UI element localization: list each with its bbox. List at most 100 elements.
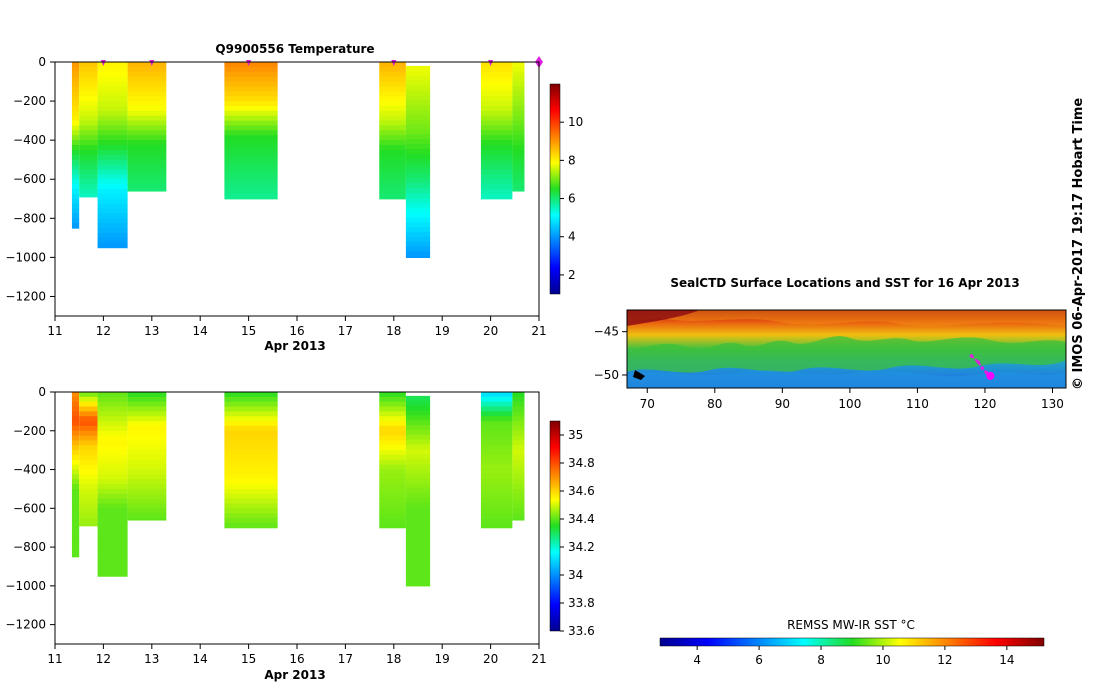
p2-profile-cell	[405, 555, 431, 562]
p2-profile-cell	[79, 416, 98, 422]
p1-profile-cell	[127, 91, 167, 97]
sst-field	[627, 310, 1066, 388]
p1-profile-cell	[71, 105, 80, 112]
p1-profile-cell	[97, 232, 128, 239]
p1-profile-2	[97, 62, 128, 249]
p1-profile-cell	[71, 125, 80, 131]
map-y-tick-label: −45	[594, 325, 619, 339]
p2-profile-cell	[79, 498, 98, 505]
p1-profile-cell	[79, 145, 98, 151]
p2-profile-cell	[379, 401, 406, 408]
p1-profile-cell	[405, 158, 431, 165]
p1-profile-cell	[379, 184, 406, 190]
p1-profile-cell	[480, 76, 513, 83]
p2-profile-cell	[512, 518, 525, 521]
p1-profile-cell	[71, 164, 80, 171]
p2-profile-cell	[127, 479, 167, 485]
p2-profile-cell	[79, 396, 98, 403]
p2-profile-cell	[71, 435, 80, 442]
p2-profile-cell	[224, 425, 278, 432]
p2-profile-cell	[480, 498, 513, 505]
p2-profile-cell	[512, 435, 525, 442]
map-x-tick-label: 90	[775, 397, 790, 411]
p1-profile-cell	[97, 218, 128, 224]
p2-profile-cell	[405, 473, 431, 479]
p2-profile-cell	[405, 395, 431, 402]
p1-profile-cell	[405, 173, 431, 179]
p2-profile-cell	[379, 464, 406, 471]
p1-profile-cell	[79, 140, 98, 146]
p2-profile-cell	[79, 503, 98, 509]
p2-profile-cell	[79, 401, 98, 408]
p2-profile-cell	[97, 464, 128, 471]
colorbar-tick-label: 4	[568, 230, 576, 244]
p2-profile-cell	[379, 392, 406, 398]
p2-profile-cell	[480, 430, 513, 437]
p1-profile-cell	[97, 198, 128, 205]
p2-profile-cell	[97, 527, 128, 534]
p1-profile-cell	[97, 91, 128, 97]
p1-profile-cell	[79, 179, 98, 185]
p2-profile-cell	[97, 450, 128, 456]
p1-profile-cell	[512, 81, 525, 88]
sst-colorbar-tick-label: 8	[817, 653, 825, 667]
p2-profile-cell	[127, 406, 167, 412]
p2-profile-cell	[379, 459, 406, 466]
p1-profile-cell	[405, 109, 431, 116]
p1-profile-cell	[512, 149, 525, 156]
p2-profile-cell	[512, 440, 525, 446]
p1-profile-cell	[71, 120, 80, 127]
p1-profile-cell	[480, 91, 513, 97]
p2-profile-cell	[379, 518, 406, 524]
p1-profile-cell	[224, 135, 278, 141]
p1-profile-4	[224, 62, 278, 200]
x-tick-label: 17	[338, 652, 353, 666]
p2-profile-cell	[480, 411, 513, 417]
y-tick-label: −1200	[5, 289, 46, 303]
p2-profile-cell	[127, 455, 167, 461]
p1-profile-3	[127, 62, 167, 192]
p1-profile-cell	[71, 135, 80, 141]
p2-profile-cell	[512, 445, 525, 451]
p1-profile-cell	[71, 145, 80, 151]
p1-profile-cell	[405, 207, 431, 214]
p1-profile-cell	[224, 66, 278, 73]
p2-profile-cell	[71, 440, 80, 446]
track-point	[976, 360, 980, 364]
p2-profile-cell	[480, 455, 513, 461]
p2-profile-cell	[512, 425, 525, 432]
p1-profile-cell	[480, 96, 513, 102]
p1-profile-cell	[480, 115, 513, 122]
p1-profile-cell	[71, 174, 80, 180]
p2-profile-cell	[79, 392, 98, 398]
p1-profile-cell	[480, 193, 513, 200]
p1-profile-cell	[79, 174, 98, 180]
p2-profile-cell	[379, 435, 406, 442]
p2-profile-3	[127, 392, 167, 521]
p2-profile-cell	[480, 396, 513, 403]
p1-profile-cell	[405, 100, 431, 106]
p1-profile-cell	[71, 101, 80, 107]
p1-profile-cell	[71, 115, 80, 122]
p1-profile-cell	[97, 179, 128, 185]
p2-profile-cell	[512, 469, 525, 475]
p1-profile-cell	[405, 246, 431, 253]
p2-profile-cell	[405, 507, 431, 513]
p1-profile-cell	[127, 169, 167, 175]
p2-profile-cell	[480, 392, 513, 398]
p1-profile-cell	[71, 71, 80, 78]
p1-profile-cell	[127, 120, 167, 127]
p1-profile-cell	[97, 96, 128, 102]
p2-profile-cell	[405, 483, 431, 489]
p1-profile-cell	[127, 105, 167, 112]
p2-profile-cell	[480, 401, 513, 408]
p1-profile-cell	[97, 242, 128, 249]
p1-profile-0	[71, 62, 80, 229]
p2-profile-cell	[512, 430, 525, 437]
p2-profile-cell	[405, 526, 431, 533]
p2-profile-cell	[79, 464, 98, 471]
p2-profile-cell	[379, 508, 406, 514]
p1-profile-cell	[79, 184, 98, 190]
p2-profile-cell	[512, 513, 525, 519]
p1-profile-cell	[97, 86, 128, 92]
